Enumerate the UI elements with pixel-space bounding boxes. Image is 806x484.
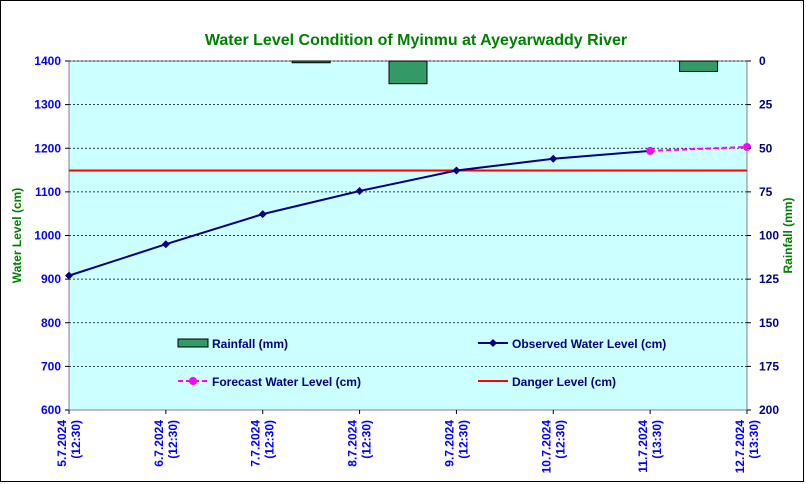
y-tick-label: 800 <box>41 316 61 330</box>
x-tick-date: 12.7.2024 <box>733 420 747 474</box>
y-tick-label: 1400 <box>34 54 61 68</box>
observed-point <box>452 166 461 175</box>
legend-marker-forecast <box>189 377 197 385</box>
rainfall-bar <box>679 60 719 72</box>
x-tick-label: 12.7.2024 (13:30) <box>733 420 761 474</box>
x-tick-time: (12:30) <box>360 420 374 459</box>
x-tick-time: (12:30) <box>456 420 470 459</box>
x-tick-date: 6.7.2024 <box>152 420 166 467</box>
observed-point <box>355 187 364 196</box>
y2-tick-label: 125 <box>759 272 779 286</box>
y2-tick-label: 200 <box>759 403 779 417</box>
rainfall-bar <box>388 60 428 85</box>
x-tick-time: (13:30) <box>747 420 761 459</box>
chart-title: Water Level Condition of Myinmu at Ayeya… <box>205 32 627 49</box>
x-tick-date: 7.7.2024 <box>249 420 263 467</box>
y-tick-label: 1100 <box>35 185 61 199</box>
y2-tick-label: 0 <box>759 54 766 68</box>
legend-swatch-rainfall <box>177 338 209 348</box>
forecast-line <box>650 145 748 152</box>
x-tick-date: 11.7.2024 <box>636 420 650 473</box>
x-tick-time: (12:30) <box>263 420 277 459</box>
series-lines <box>65 142 751 280</box>
x-tick-label: 5.7.2024 (12:30) <box>55 420 83 467</box>
x-tick-date: 5.7.2024 <box>55 420 69 467</box>
y2-tick-label: 25 <box>759 98 773 112</box>
y-axis-label-right: Rainfall (mm) <box>781 197 795 273</box>
x-tick-time: (12:30) <box>166 420 180 459</box>
axes: 600 700 800 900 1000 1100 1200 1300 1400 0 25 50 75 1… <box>34 54 779 473</box>
gridlines <box>69 60 747 367</box>
rainfall-bars <box>291 60 719 85</box>
x-tick-label: 7.7.2024 (12:30) <box>249 420 277 467</box>
forecast-point <box>743 142 751 151</box>
y-tick-label: 1000 <box>34 229 61 243</box>
y2-tick-label: 175 <box>759 359 779 373</box>
y-axis-label-left: Water Level (cm) <box>10 188 24 284</box>
x-tick-date: 10.7.2024 <box>539 420 553 474</box>
y2-tick-label: 100 <box>759 229 779 243</box>
x-tick-label: 10.7.2024 (12:30) <box>539 420 567 474</box>
legend-label-forecast: Forecast Water Level (cm) <box>212 375 361 389</box>
x-tick-time: (12:30) <box>553 420 567 459</box>
legend-label-observed: Observed Water Level (cm) <box>512 337 666 351</box>
x-tick-label: 11.7.2024 (13:30) <box>636 420 664 473</box>
x-tick-time: (13:30) <box>650 420 664 459</box>
x-tick-label: 9.7.2024 (12:30) <box>442 420 470 467</box>
x-tick-label: 6.7.2024 (12:30) <box>152 420 180 467</box>
forecast-point <box>646 146 655 155</box>
x-tick-date: 9.7.2024 <box>442 420 456 467</box>
x-tick-time: (12:30) <box>69 420 83 459</box>
legend: Rainfall (mm) Observed Water Level (cm) Fo… <box>177 337 666 389</box>
y-tick-label: 600 <box>41 403 61 417</box>
legend-marker-observed <box>489 339 497 347</box>
x-tick-label: 8.7.2024 (12:30) <box>346 420 374 467</box>
y-tick-label: 700 <box>41 359 61 373</box>
y-tick-label: 1300 <box>34 98 61 112</box>
observed-point <box>549 154 558 163</box>
x-tick-date: 8.7.2024 <box>346 420 360 467</box>
legend-label-rainfall: Rainfall (mm) <box>212 337 288 351</box>
observed-point <box>65 271 73 280</box>
rainfall-bar <box>291 60 331 64</box>
y-tick-label: 1200 <box>34 141 61 155</box>
observed-point <box>258 210 267 219</box>
observed-point <box>161 240 170 249</box>
y2-tick-label: 75 <box>759 185 773 199</box>
y-tick-label: 900 <box>41 272 61 286</box>
legend-label-danger: Danger Level (cm) <box>512 375 616 389</box>
y2-tick-label: 150 <box>759 316 779 330</box>
y2-tick-label: 50 <box>759 141 773 155</box>
